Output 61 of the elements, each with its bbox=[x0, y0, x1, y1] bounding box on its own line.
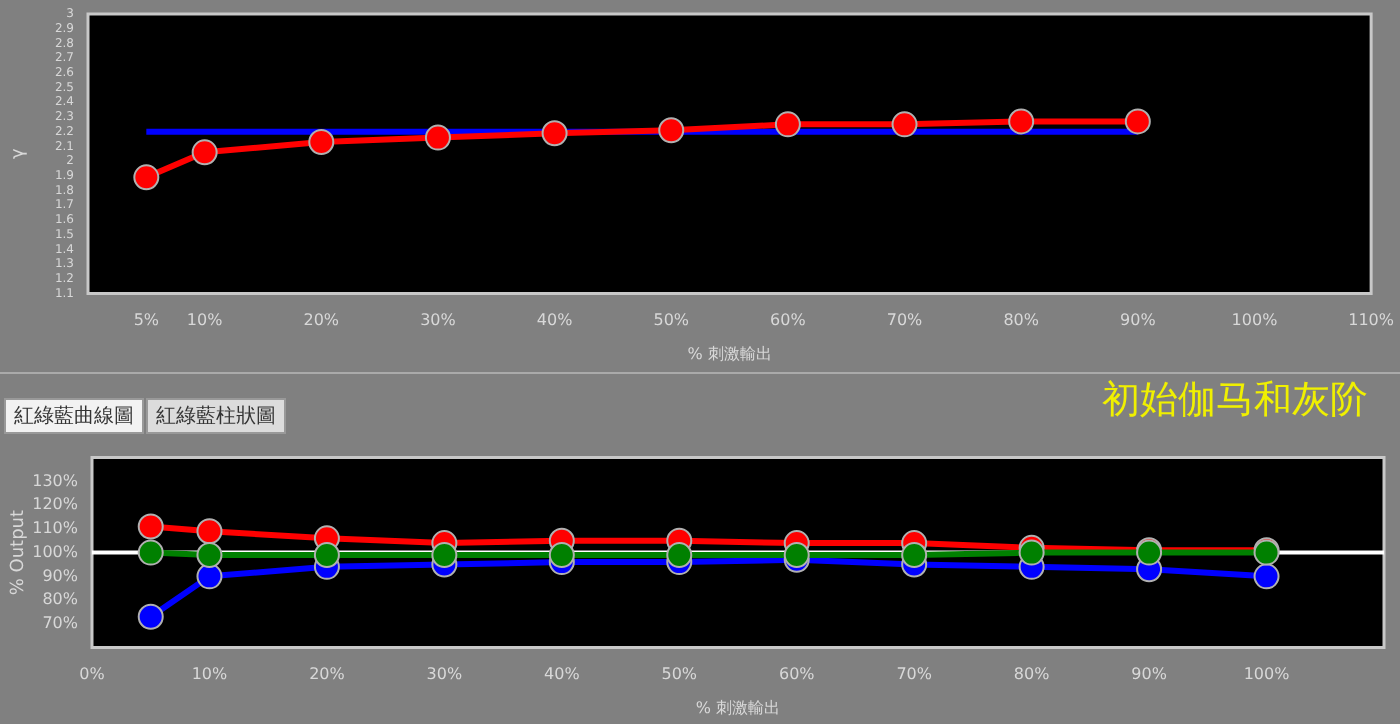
x-tick-label: 110% bbox=[1348, 311, 1395, 330]
text: 紅綠藍柱狀圖 bbox=[146, 398, 286, 434]
point bbox=[133, 164, 160, 191]
point bbox=[658, 117, 685, 144]
y-tick-label: 120% bbox=[32, 495, 79, 514]
x-tick-label: 50% bbox=[661, 665, 698, 684]
y-tick-label: 110% bbox=[32, 519, 79, 538]
x-axis-title: % 刺激輸出 bbox=[695, 698, 781, 717]
point bbox=[431, 541, 458, 568]
x-tick-label: 100% bbox=[1243, 665, 1291, 684]
point bbox=[424, 124, 451, 151]
x-tick-label: 10% bbox=[191, 665, 229, 684]
y-tick-label: 80% bbox=[42, 590, 79, 609]
y-tick-label: 90% bbox=[42, 566, 79, 585]
x-tick-label: 70% bbox=[896, 665, 933, 684]
x-tick-label: 20% bbox=[303, 311, 340, 330]
x-tick-label: 30% bbox=[420, 311, 457, 330]
chart-title: 初始伽马和灰阶 bbox=[1102, 376, 1368, 426]
x-tick-label: 100% bbox=[1231, 311, 1279, 330]
x-tick-label: 20% bbox=[309, 665, 346, 684]
y-tick-label: 100% bbox=[32, 542, 79, 561]
point bbox=[1008, 108, 1035, 135]
point bbox=[666, 541, 693, 568]
x-tick-label: 70% bbox=[886, 311, 924, 330]
point bbox=[774, 111, 801, 138]
text: 紅綠藍曲線圖 bbox=[4, 398, 144, 434]
point bbox=[196, 541, 223, 568]
x-tick-label: 90% bbox=[1131, 665, 1168, 684]
point bbox=[313, 541, 340, 568]
x-tick-label: 80% bbox=[1013, 665, 1051, 684]
point bbox=[137, 603, 164, 630]
x-tick-label: 90% bbox=[1120, 311, 1157, 330]
point bbox=[783, 541, 810, 568]
x-tick-label: 5% bbox=[133, 311, 160, 330]
point bbox=[196, 563, 223, 590]
point bbox=[196, 518, 223, 545]
x-tick-label: 0% bbox=[79, 665, 106, 684]
x-tick-label: 40% bbox=[544, 665, 581, 684]
x-tick-label: 60% bbox=[778, 665, 816, 684]
point bbox=[137, 539, 164, 566]
point bbox=[541, 120, 568, 147]
point bbox=[191, 139, 218, 166]
y-axis-title: γ bbox=[9, 147, 30, 160]
point bbox=[1253, 563, 1280, 590]
x-tick-label: 30% bbox=[426, 665, 463, 684]
x-tick-label: 10% bbox=[186, 311, 224, 330]
y-axis-title: % Output bbox=[9, 508, 30, 596]
x-axis-title: % 刺激輸出 bbox=[687, 344, 772, 363]
point bbox=[901, 541, 928, 568]
point bbox=[137, 513, 164, 540]
point bbox=[548, 541, 575, 568]
x-tick-label: 50% bbox=[653, 311, 690, 330]
point bbox=[891, 111, 918, 138]
x-tick-label: 80% bbox=[1003, 311, 1040, 330]
point bbox=[308, 129, 335, 156]
y-tick-label: 130% bbox=[32, 471, 79, 490]
point bbox=[1124, 108, 1151, 135]
point bbox=[1018, 539, 1045, 566]
y-tick-label: 70% bbox=[42, 614, 79, 633]
x-tick-label: 40% bbox=[536, 311, 574, 330]
x-tick-label: 60% bbox=[770, 311, 807, 330]
